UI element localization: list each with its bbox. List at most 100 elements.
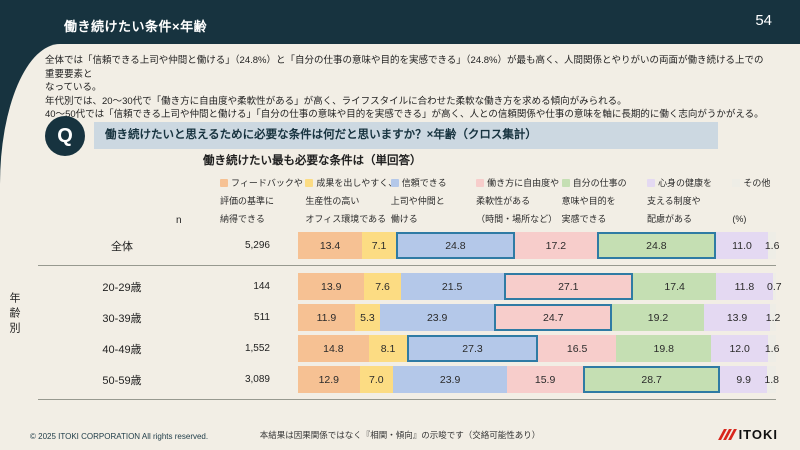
segment-value: 24.7 bbox=[542, 311, 564, 324]
n-column-header: n bbox=[176, 215, 182, 226]
bar-segment: 19.2 bbox=[612, 304, 704, 331]
bar-segment: 13.9 bbox=[703, 304, 771, 331]
segment-value: 23.9 bbox=[439, 373, 461, 386]
legend-swatch-icon bbox=[220, 179, 228, 187]
bar-segment: 11.8 bbox=[716, 273, 773, 300]
bar-segment: 14.8 bbox=[298, 335, 369, 362]
legend-swatch-icon bbox=[390, 179, 399, 187]
segment-value: 24.8 bbox=[445, 239, 466, 252]
segment-value: 27.3 bbox=[462, 342, 483, 355]
segment-value: 8.1 bbox=[380, 342, 396, 355]
bar-segment: 7.6 bbox=[364, 273, 401, 300]
segment-value: 27.1 bbox=[558, 280, 579, 293]
stacked-bar: 12.9 7.0 23.9 15.9 28.7 9.9 1.8 bbox=[298, 366, 779, 393]
row-n-value: 5,296 bbox=[244, 240, 270, 251]
summary-line: なっている。 bbox=[45, 82, 102, 94]
segment-value: 13.9 bbox=[321, 280, 342, 293]
summary-line: 全体では「信頼できる上司や仲間と働ける」（24.8%）と「自分の仕事の意味や目的… bbox=[45, 55, 764, 80]
row-n-value: 1,552 bbox=[244, 343, 270, 354]
segment-value: 1.6 bbox=[764, 239, 780, 252]
legend-item: フィードバックや 評価の基準に 納得できる bbox=[220, 178, 303, 224]
row-label: 50-59歳 bbox=[102, 374, 142, 387]
segment-value: 21.5 bbox=[441, 280, 463, 293]
legend-swatch-icon bbox=[561, 179, 570, 187]
legend-item: 自分の仕事の 意味や目的を 実感できる bbox=[561, 178, 627, 224]
logo-text: ITOKI bbox=[738, 427, 778, 442]
segment-value: 13.4 bbox=[319, 239, 341, 252]
segment-value: 17.4 bbox=[664, 280, 685, 293]
bar-segment: 9.9 bbox=[720, 366, 768, 393]
legend-item: その他 (%) bbox=[732, 174, 776, 228]
segment-value: 11.9 bbox=[316, 311, 337, 324]
logo-slashes-icon bbox=[717, 429, 737, 440]
segment-value: 7.6 bbox=[375, 280, 390, 293]
legend-item: 働き方に自由度や 柔軟性がある （時間・場所など） bbox=[476, 178, 560, 224]
row-n-value: 511 bbox=[254, 312, 270, 323]
bar-segment: 21.5 bbox=[400, 273, 504, 300]
bar-segment: 1.6 bbox=[765, 335, 779, 362]
bar-segment: 27.3 bbox=[407, 335, 538, 362]
segment-value: 15.9 bbox=[534, 373, 556, 386]
row-n-value: 144 bbox=[253, 281, 270, 292]
segment-value: 11.0 bbox=[732, 239, 752, 252]
bar-segment: 1.2 bbox=[766, 304, 780, 331]
segment-value: 7.1 bbox=[371, 239, 387, 252]
chart-rows: 全体 5,296 13.4 7.1 24.8 17.2 24.8 11.0 1.6 20-29歳 1… bbox=[38, 232, 782, 400]
question-icon: Q bbox=[45, 116, 85, 156]
segment-value: 13.9 bbox=[726, 311, 748, 324]
legend-item: 成果を出しやすく、 生産性の高い オフィス環境である bbox=[305, 178, 398, 224]
segment-value: 14.8 bbox=[323, 342, 344, 355]
row-label: 30-39歳 bbox=[102, 312, 142, 325]
stacked-bar: 14.8 8.1 27.3 16.5 19.8 12.0 1.6 bbox=[298, 335, 779, 362]
copyright-text: © 2025 ITOKI CORPORATION All rights rese… bbox=[30, 432, 209, 441]
bar-segment: 7.0 bbox=[359, 366, 394, 393]
bar-segment: 27.1 bbox=[503, 273, 634, 300]
bar-segment: 11.9 bbox=[298, 304, 355, 331]
bar-segment: 15.9 bbox=[507, 366, 584, 393]
bar-segment: 5.3 bbox=[354, 304, 381, 331]
legend-swatch-icon bbox=[305, 179, 314, 187]
row-label: 全体 bbox=[111, 240, 133, 253]
segment-value: 24.8 bbox=[646, 239, 667, 252]
segment-value: 23.9 bbox=[426, 311, 448, 324]
bar-segment: 13.9 bbox=[298, 273, 365, 300]
bar-segment: 11.0 bbox=[715, 232, 769, 259]
bar-segment: 23.9 bbox=[380, 304, 495, 331]
bar-segment: 28.7 bbox=[583, 366, 721, 393]
bar-segment: 13.4 bbox=[298, 232, 363, 259]
slide-title: 働き続けたい条件×年齢 bbox=[64, 19, 208, 34]
bar-segment: 0.7 bbox=[767, 273, 782, 300]
page-number: 54 bbox=[755, 12, 772, 29]
bar-segment: 17.2 bbox=[514, 232, 598, 259]
segment-value: 1.8 bbox=[764, 373, 779, 386]
bar-segment: 19.8 bbox=[616, 335, 712, 362]
legend-swatch-icon bbox=[646, 179, 655, 187]
segment-value: 12.9 bbox=[318, 373, 340, 386]
age-group-axis-label: 年齢別 bbox=[8, 292, 20, 337]
itoki-logo: ITOKI bbox=[717, 427, 778, 442]
row-label: 40-49歳 bbox=[102, 343, 142, 356]
segment-value: 28.7 bbox=[641, 373, 662, 386]
chart-row: 20-29歳 144 13.9 7.6 21.5 27.1 17.4 11.8 0.7 bbox=[38, 273, 782, 300]
segment-value: 16.5 bbox=[566, 342, 588, 355]
footnote-text: 本結果は因果関係ではなく『相関・傾向』の示唆です（交絡可能性あり） bbox=[259, 430, 541, 440]
stacked-bar: 11.9 5.3 23.9 24.7 19.2 13.9 1.2 bbox=[298, 304, 780, 331]
bar-segment: 16.5 bbox=[537, 335, 617, 362]
segment-value: 19.8 bbox=[653, 342, 674, 355]
content-panel: 全体では「信頼できる上司や仲間と働ける」（24.8%）と「自分の仕事の意味や目的… bbox=[0, 44, 800, 450]
summary-line: 年代別では、20〜30代で「働き方に自由度や柔軟性がある」が高く、ライフスタイル… bbox=[45, 95, 627, 107]
row-separator bbox=[38, 399, 776, 400]
legend-swatch-icon bbox=[476, 179, 485, 187]
bar-segment: 7.1 bbox=[362, 232, 397, 259]
chart-legend-header: n フィードバックや 評価の基準に 納得できる 成果を出しやすく、 生産性の高い オフィス… bbox=[38, 174, 776, 228]
legend-item: 心身の健康を 支える制度や 配慮がある bbox=[646, 178, 712, 224]
question-banner: 働き続けたいと思えるために必要な条件は何だと思いますか？×年齢（クロス集計） bbox=[94, 122, 718, 149]
segment-value: 19.2 bbox=[647, 311, 669, 324]
unit-label: (%) bbox=[732, 214, 747, 224]
chart-row: 全体 5,296 13.4 7.1 24.8 17.2 24.8 11.0 1.6 bbox=[38, 232, 779, 259]
row-label: 20-29歳 bbox=[102, 281, 142, 294]
legend-item: 信頼できる 上司や仲間と 働ける bbox=[390, 178, 447, 224]
segment-value: 11.8 bbox=[734, 280, 755, 293]
segment-value: 5.3 bbox=[360, 311, 375, 324]
segment-value: 17.2 bbox=[545, 239, 567, 252]
